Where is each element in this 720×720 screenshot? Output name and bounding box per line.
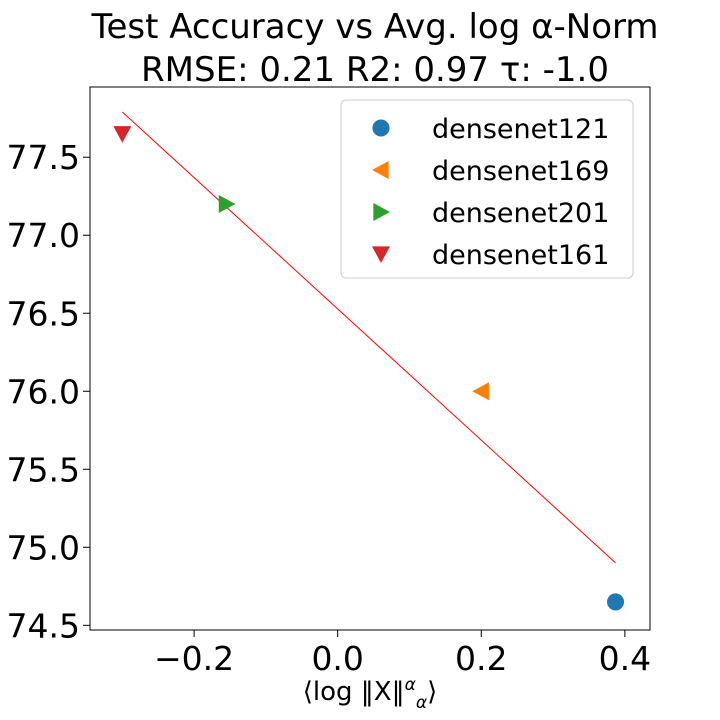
point-densenet201 <box>218 195 236 214</box>
x-tick-label: 0.2 <box>455 639 507 678</box>
x-tick-label: 0.0 <box>311 639 363 678</box>
legend-marker-densenet121 <box>372 119 390 137</box>
x-tick-label: −0.2 <box>154 639 234 678</box>
legend-label-densenet169: densenet169 <box>432 156 609 187</box>
x-axis-label: ⟨log ‖X‖αα⟩ <box>303 675 437 713</box>
chart-title-line-2: RMSE: 0.21 R2: 0.97 τ: -1.0 <box>141 50 609 90</box>
regression-fit-line <box>121 111 616 564</box>
point-densenet169 <box>472 382 489 401</box>
y-tick-label: 74.5 <box>7 606 80 645</box>
data-points <box>113 126 625 611</box>
y-tick-label: 77.0 <box>7 216 80 255</box>
y-tick-label: 76.5 <box>7 294 80 333</box>
legend-marker-densenet169 <box>372 161 389 179</box>
legend: densenet121 densenet169 densenet201 densene… <box>340 99 634 279</box>
y-tick-label: 77.5 <box>7 138 80 177</box>
y-tick-label: 76.0 <box>7 372 80 411</box>
chart-title-line-1: Test Accuracy vs Avg. log α-Norm <box>91 7 659 47</box>
point-densenet121 <box>606 593 625 611</box>
x-tick-label: 0.4 <box>599 639 651 678</box>
y-tick-label: 75.0 <box>7 528 80 567</box>
legend-label-densenet201: densenet201 <box>432 198 609 229</box>
point-densenet161 <box>113 126 132 143</box>
legend-label-densenet161: densenet161 <box>432 240 609 271</box>
legend-box <box>340 99 634 279</box>
legend-marker-densenet201 <box>373 203 390 221</box>
legend-label-densenet121: densenet121 <box>432 114 609 145</box>
legend-marker-densenet161 <box>372 246 390 263</box>
chart-title: Test Accuracy vs Avg. log α-Norm RMSE: 0… <box>0 6 720 92</box>
x-axis-ticks: −0.2 0.0 0.2 0.4 <box>154 630 651 678</box>
y-axis-ticks: 74.5 75.0 75.5 76.0 76.5 77.0 77.5 <box>7 138 90 645</box>
plot-area-frame <box>89 86 651 631</box>
y-tick-label: 75.5 <box>7 450 80 489</box>
